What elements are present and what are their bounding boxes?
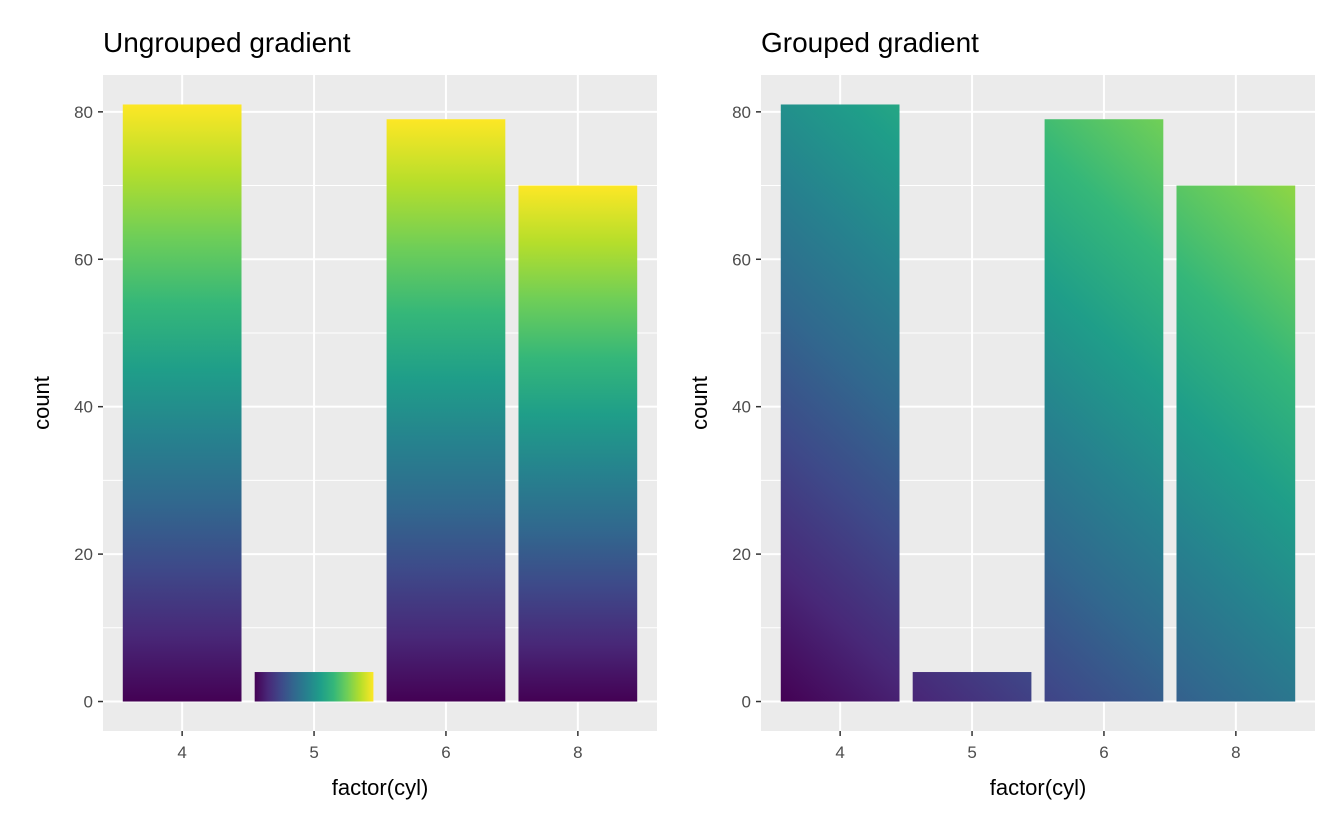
bar-4: [122, 104, 242, 702]
x-tick-label: 5: [309, 743, 318, 762]
panel-2: Grouped gradient 0 20 40 60 80 4 5 6 8 factor(cyl)…: [687, 27, 1315, 800]
bar-6: [386, 119, 506, 702]
bar-5: [912, 672, 1032, 702]
bar-6: [1044, 119, 1164, 702]
x-axis-label: factor(cyl): [332, 775, 429, 800]
x-axis-label: factor(cyl): [990, 775, 1087, 800]
x-tick-label: 6: [1099, 743, 1108, 762]
y-tick-label: 20: [74, 545, 93, 564]
y-tick-label: 60: [74, 250, 93, 269]
x-tick-label: 8: [1231, 743, 1240, 762]
chart-title: Grouped gradient: [761, 27, 979, 58]
bar-5: [254, 672, 374, 702]
y-tick-label: 0: [84, 693, 93, 712]
y-tick-label: 40: [74, 398, 93, 417]
y-axis-label: count: [687, 376, 712, 430]
y-tick-label: 80: [732, 103, 751, 122]
x-tick-label: 6: [441, 743, 450, 762]
y-tick-label: 40: [732, 398, 751, 417]
bar-4: [780, 104, 900, 702]
y-tick-label: 20: [732, 545, 751, 564]
x-tick-label: 4: [177, 743, 186, 762]
panel-1: Ungrouped gradient 0 20 40 60 80 4 5 6 8 factor(cy…: [29, 27, 657, 800]
y-tick-label: 60: [732, 250, 751, 269]
x-tick-label: 4: [835, 743, 844, 762]
y-axis-label: count: [29, 376, 54, 430]
chart-title: Ungrouped gradient: [103, 27, 351, 58]
bar-8: [1176, 185, 1296, 702]
y-tick-label: 0: [742, 693, 751, 712]
y-tick-label: 80: [74, 103, 93, 122]
x-tick-label: 5: [967, 743, 976, 762]
bar-8: [518, 185, 638, 702]
x-tick-label: 8: [573, 743, 582, 762]
